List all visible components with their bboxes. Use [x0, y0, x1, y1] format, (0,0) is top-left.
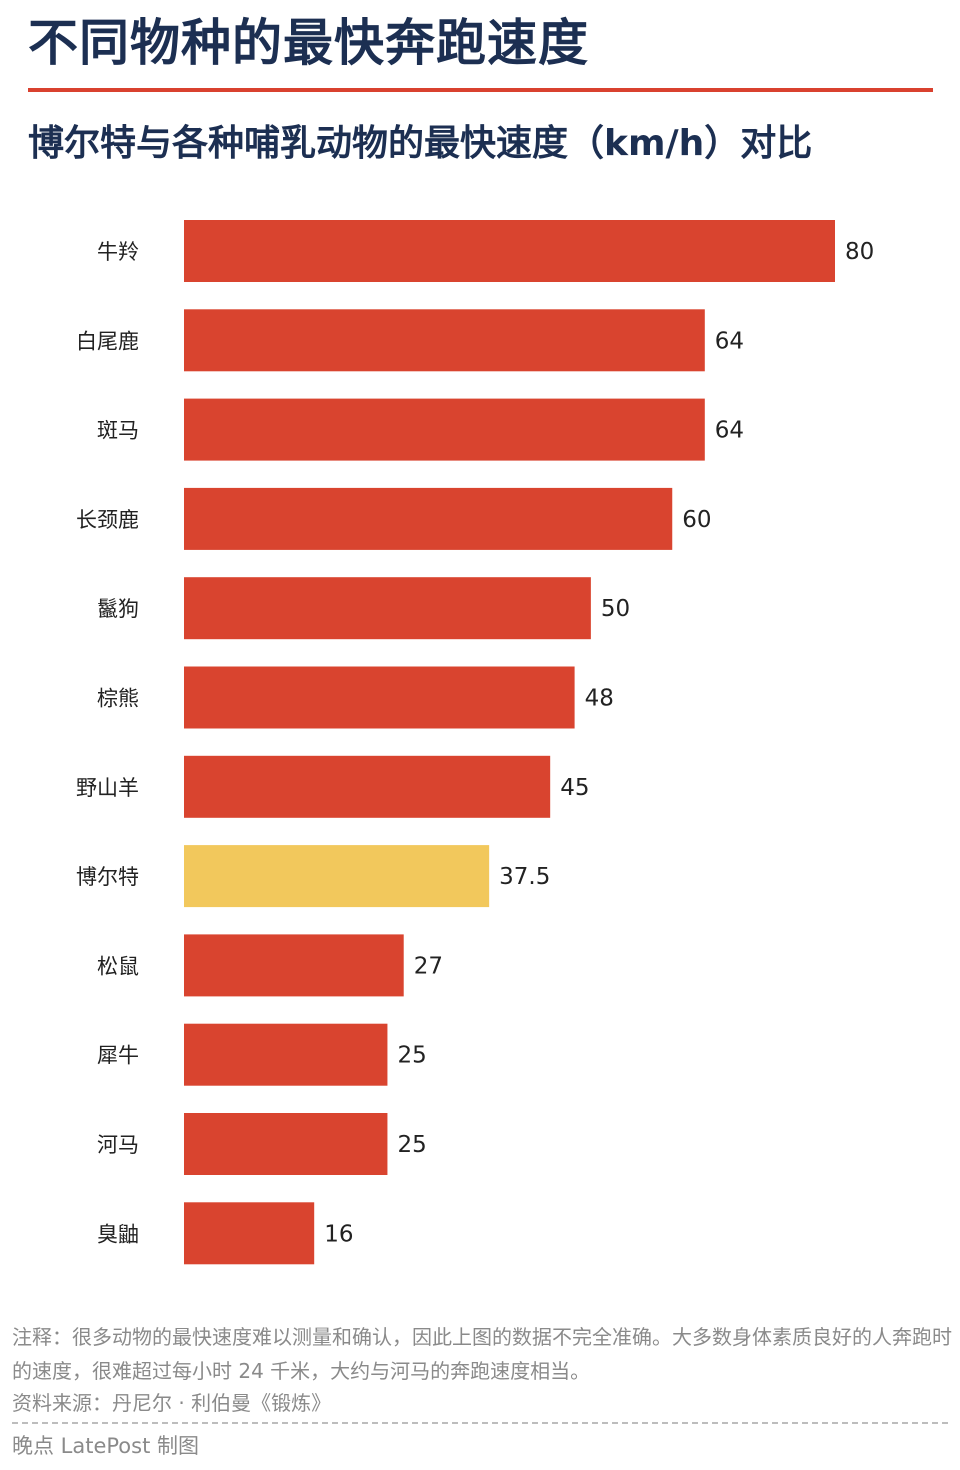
value-label: 64 [715, 328, 744, 354]
title-divider [28, 88, 933, 92]
value-label: 64 [715, 418, 744, 444]
value-label: 45 [560, 775, 589, 801]
category-label: 鬣狗 [97, 597, 139, 621]
bar-9 [184, 934, 404, 997]
bar-8 [184, 845, 490, 908]
value-label: 16 [324, 1221, 353, 1247]
value-label: 25 [397, 1132, 426, 1158]
value-label: 37.5 [499, 864, 550, 890]
credit-line: 晚点 LatePost 制图 [12, 1434, 200, 1458]
footer-divider [12, 1422, 948, 1424]
footnote: 注释：很多动物的最快速度难以测量和确认，因此上图的数据不完全准确。大多数身体素质… [12, 1325, 952, 1383]
bar-3 [184, 398, 705, 461]
value-label: 80 [845, 239, 874, 265]
category-label: 臭鼬 [97, 1222, 139, 1246]
category-label: 野山羊 [76, 776, 139, 800]
category-label: 博尔特 [76, 865, 139, 889]
category-label: 松鼠 [97, 954, 139, 978]
bar-5 [184, 577, 591, 640]
value-label: 60 [682, 507, 711, 533]
source-note: 资料来源：丹尼尔 · 利伯曼《锻炼》 [12, 1391, 332, 1415]
value-label: 48 [585, 686, 614, 712]
category-label: 长颈鹿 [76, 508, 139, 532]
value-label: 27 [414, 953, 443, 979]
bar-chart: 牛羚 80 白尾鹿 64 斑马 64 长颈鹿 60 鬣狗 50 棕熊 48 野山羊 45 博尔特 37.5 松鼠… [76, 220, 874, 1265]
chart-title: 不同物种的最快奔跑速度 [28, 14, 589, 72]
category-label: 河马 [97, 1133, 139, 1157]
category-label: 斑马 [97, 419, 139, 443]
bar-10 [184, 1023, 388, 1086]
bar-12 [184, 1202, 315, 1265]
category-label: 犀牛 [97, 1044, 139, 1068]
bar-1 [184, 220, 835, 282]
category-label: 牛羚 [97, 240, 139, 264]
category-label: 白尾鹿 [76, 329, 139, 353]
bar-7 [184, 755, 551, 818]
chart-subtitle: 博尔特与各种哺乳动物的最快速度（km/h）对比 [28, 123, 813, 164]
bar-11 [184, 1113, 388, 1175]
bar-4 [184, 487, 673, 550]
value-label: 50 [601, 596, 630, 622]
bar-2 [184, 309, 705, 372]
bar-6 [184, 666, 575, 729]
value-label: 25 [397, 1043, 426, 1069]
category-label: 棕熊 [97, 687, 139, 711]
